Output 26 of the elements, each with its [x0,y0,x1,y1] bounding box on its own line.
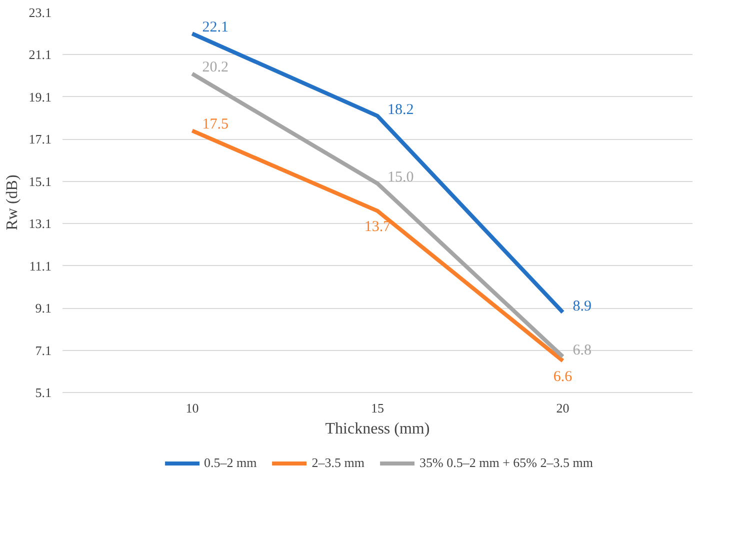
x-tick-label: 10 [186,400,199,416]
data-label: 8.9 [572,298,592,314]
y-tick-label: 7.1 [35,342,52,358]
x-tick-label: 20 [556,400,570,416]
x-axis-title: Thickness (mm) [325,420,430,438]
x-tick-label: 15 [371,400,384,416]
y-tick-label: 19.1 [28,89,52,104]
data-label: 15.0 [388,170,414,186]
y-axis-title: Rw (dB) [4,174,21,230]
legend-label: 2–3.5 mm [312,454,365,470]
y-tick-label: 17.1 [28,132,52,147]
data-label: 6.8 [572,342,592,359]
y-tick-label: 23.1 [28,5,52,20]
data-label: 20.2 [202,60,228,76]
y-tick-label: 11.1 [29,258,52,274]
data-label: 17.5 [202,116,228,133]
y-tick-label: 21.1 [28,47,52,62]
legend-label: 0.5–2 mm [204,454,257,470]
y-tick-label: 13.1 [28,216,52,232]
data-label: 22.1 [202,20,228,36]
data-label: 18.2 [388,102,414,118]
y-tick-label: 15.1 [28,174,52,189]
y-tick-label: 9.1 [35,300,52,316]
y-tick-label: 5.1 [35,385,52,400]
legend-label: 35% 0.5–2 mm + 65% 2–3.5 mm [420,454,593,470]
data-label: 6.6 [553,368,573,385]
